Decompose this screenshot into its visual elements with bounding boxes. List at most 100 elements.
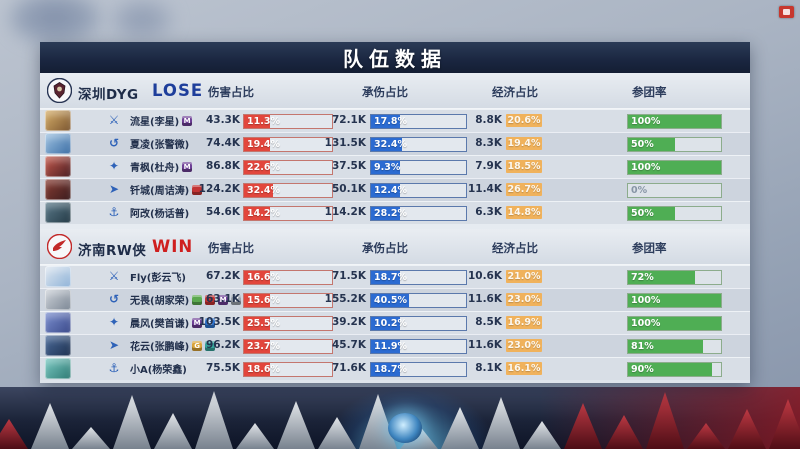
taken-pct: 11.9% <box>374 341 407 352</box>
crystal-spike <box>441 407 479 449</box>
damage-fill <box>244 184 273 197</box>
damage-pct: 25.5% <box>247 318 280 329</box>
economy-value: 8.3K <box>475 137 502 149</box>
damage-pct: 15.6% <box>247 295 280 306</box>
taken-pct: 9.3% <box>374 162 401 173</box>
crystal-spike <box>318 417 356 449</box>
damage-fill <box>244 294 271 307</box>
crystal-spike <box>113 395 151 449</box>
medal-purple-badge: M <box>192 317 203 328</box>
economy-pct-chip: 23.0% <box>506 339 542 352</box>
clash-lane-icon: ⚔ <box>108 113 120 127</box>
damage-bar: 11.3% <box>243 114 333 129</box>
dyg-lion-logo-icon <box>47 78 72 103</box>
taken-fill <box>371 340 400 353</box>
participation-pct: 100% <box>631 318 661 329</box>
medal-teal-badge <box>205 340 216 351</box>
player-name: 阿改(杨话普) <box>130 209 190 220</box>
player-row: ✦ 青枫(杜舟) M 86.8K 22.6% 37.5K 9.3% 7.9K 18.5% 100% <box>40 155 750 178</box>
crystal-spike <box>769 399 800 449</box>
player-name-cell: 青枫(杜舟) M <box>130 155 193 178</box>
team-header-dyg: 深圳DYG LOSE 伤害占比 承伤占比 经济占比 参团率 <box>40 73 750 109</box>
damage-value: 124.2K <box>198 183 240 195</box>
participation-fill <box>628 317 721 330</box>
participation-bar: 100% <box>627 316 722 331</box>
damage-fill <box>244 271 271 284</box>
player-name-cell: 流星(李星) M <box>130 109 193 132</box>
player-rows-dyg: ⚔ 流星(李星) M 43.3K 11.3% 72.1K 17.8% 8.8K 20.6% 100… <box>40 109 750 224</box>
dragon-orb-art <box>388 413 422 443</box>
player-row: ⚔ 流星(李星) M 43.3K 11.3% 72.1K 17.8% 8.8K 20.6% 100… <box>40 109 750 132</box>
participation-bar: 72% <box>627 270 722 285</box>
crystal-spike <box>482 397 520 449</box>
taken-fill <box>371 184 400 197</box>
participation-fill <box>628 207 675 220</box>
damage-value: 43.3K <box>205 114 240 126</box>
crystal-spike <box>236 423 274 449</box>
participation-pct: 50% <box>631 208 654 219</box>
column-header-economy: 经济占比 <box>492 241 538 255</box>
player-rows-rw: ⚔ Fly(彭云飞) 67.2K 16.6% 71.5K 18.7% 10.6K 21.0% 7… <box>40 265 750 380</box>
participation-fill <box>628 294 721 307</box>
damage-fill <box>244 340 271 353</box>
player-row: ➤ 花云(张鹏峰) G 96.2K 23.7% 45.7K 11.9% 11.6K 23.0% 8… <box>40 334 750 357</box>
participation-pct: 81% <box>631 341 654 352</box>
crystal-spike <box>31 403 69 449</box>
taken-value: 155.2K <box>324 293 366 305</box>
player-avatar <box>45 266 71 287</box>
taken-bar: 9.3% <box>370 160 467 175</box>
player-avatar <box>45 312 71 333</box>
damage-bar: 23.7% <box>243 339 333 354</box>
damage-pct: 19.4% <box>247 139 280 150</box>
player-avatar <box>45 110 71 131</box>
taken-bar: 40.5% <box>370 293 467 308</box>
clash-lane-icon: ⚔ <box>108 269 120 283</box>
damage-pct: 22.6% <box>247 162 280 173</box>
medal-purple-badge: M <box>182 115 193 126</box>
damage-value: 63.1K <box>205 293 240 305</box>
participation-bar: 0% <box>627 183 722 198</box>
player-avatar <box>45 179 71 200</box>
taken-pct: 28.2% <box>374 208 407 219</box>
economy-pct-chip: 19.4% <box>506 137 542 150</box>
team-header-rw: 济南RW侠 WIN 伤害占比 承伤占比 经济占比 参团率 <box>40 229 750 265</box>
medal-red-badge <box>192 184 203 195</box>
damage-bar: 32.4% <box>243 183 333 198</box>
player-row: ↺ 无畏(胡家荣) M X 63.1K 15.6% 155.2K 40.5% 11.6K 23.0… <box>40 288 750 311</box>
medal-gold-badge: G <box>192 340 203 351</box>
taken-bar: 28.2% <box>370 206 467 221</box>
participation-pct: 100% <box>631 162 661 173</box>
economy-value: 7.9K <box>475 160 502 172</box>
taken-value: 71.6K <box>331 362 366 374</box>
damage-bar: 14.2% <box>243 206 333 221</box>
team-result-badge: LOSE <box>152 81 204 100</box>
player-row: ⚓ 阿改(杨话普) 54.6K 14.2% 114.2K 28.2% 6.3K 14.8% 50… <box>40 201 750 224</box>
economy-value: 8.8K <box>475 114 502 126</box>
taken-pct: 10.2% <box>374 318 407 329</box>
team-result-badge: WIN <box>152 237 194 256</box>
damage-value: 74.4K <box>205 137 240 149</box>
player-name: 钎城(周诘涛) <box>130 186 190 197</box>
participation-bar: 50% <box>627 206 722 221</box>
player-row: ↺ 夏凌(张警微) 74.4K 19.4% 131.5K 32.4% 8.3K 19.4% 50… <box>40 132 750 155</box>
player-name-cell: 晨风(樊首谦) M S <box>130 311 216 334</box>
crystal-spike <box>687 423 725 449</box>
taken-fill <box>371 294 410 307</box>
participation-pct: 100% <box>631 295 661 306</box>
jungle-icon: ↺ <box>108 136 120 150</box>
participation-fill <box>628 138 675 151</box>
taken-pct: 17.8% <box>374 116 407 127</box>
economy-pct-chip: 18.5% <box>506 160 542 173</box>
background-character-blur <box>10 0 100 44</box>
damage-pct: 32.4% <box>247 185 280 196</box>
damage-fill <box>244 317 271 330</box>
player-name: 小A(杨荣鑫) <box>130 365 187 376</box>
medal-silver-badge: X <box>231 294 242 305</box>
taken-fill <box>371 161 400 174</box>
participation-bar: 81% <box>627 339 722 354</box>
taken-pct: 12.4% <box>374 185 407 196</box>
taken-bar: 17.8% <box>370 114 467 129</box>
player-avatar <box>45 133 71 154</box>
player-name-cell: 夏凌(张警微) <box>130 132 189 155</box>
